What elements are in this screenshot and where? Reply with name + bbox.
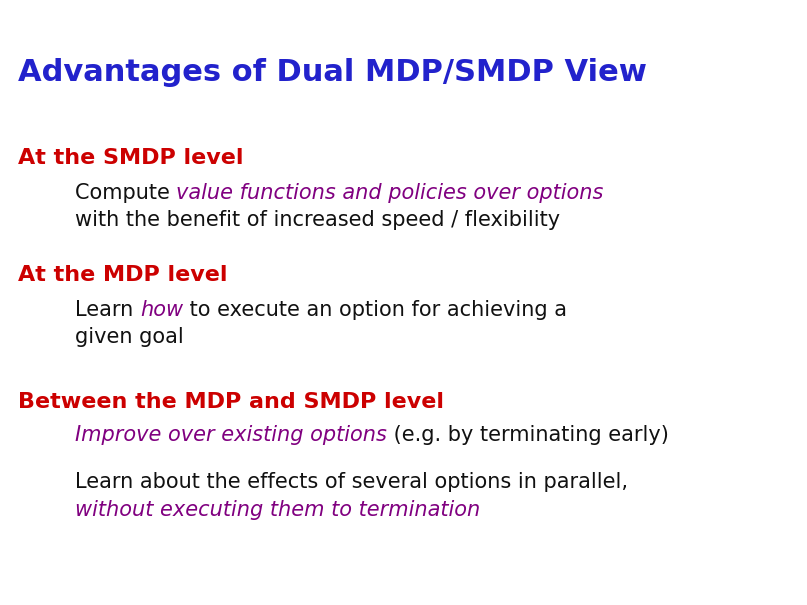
Text: At the SMDP level: At the SMDP level <box>18 148 244 168</box>
Text: given goal: given goal <box>75 327 184 347</box>
Text: Advantages of Dual MDP/SMDP View: Advantages of Dual MDP/SMDP View <box>18 58 647 87</box>
Text: Learn about the effects of several options in parallel,: Learn about the effects of several optio… <box>75 472 628 492</box>
Text: without executing them to termination: without executing them to termination <box>75 500 480 520</box>
Text: to execute an option for achieving a: to execute an option for achieving a <box>183 300 567 320</box>
Text: how: how <box>140 300 183 320</box>
Text: Compute: Compute <box>75 183 177 203</box>
Text: Improve over existing options: Improve over existing options <box>75 425 387 445</box>
Text: (e.g. by terminating early): (e.g. by terminating early) <box>387 425 669 445</box>
Text: Learn: Learn <box>75 300 140 320</box>
Text: At the MDP level: At the MDP level <box>18 265 228 285</box>
Text: Between the MDP and SMDP level: Between the MDP and SMDP level <box>18 392 444 412</box>
Text: value functions and policies over options: value functions and policies over option… <box>177 183 604 203</box>
Text: with the benefit of increased speed / flexibility: with the benefit of increased speed / fl… <box>75 210 560 230</box>
